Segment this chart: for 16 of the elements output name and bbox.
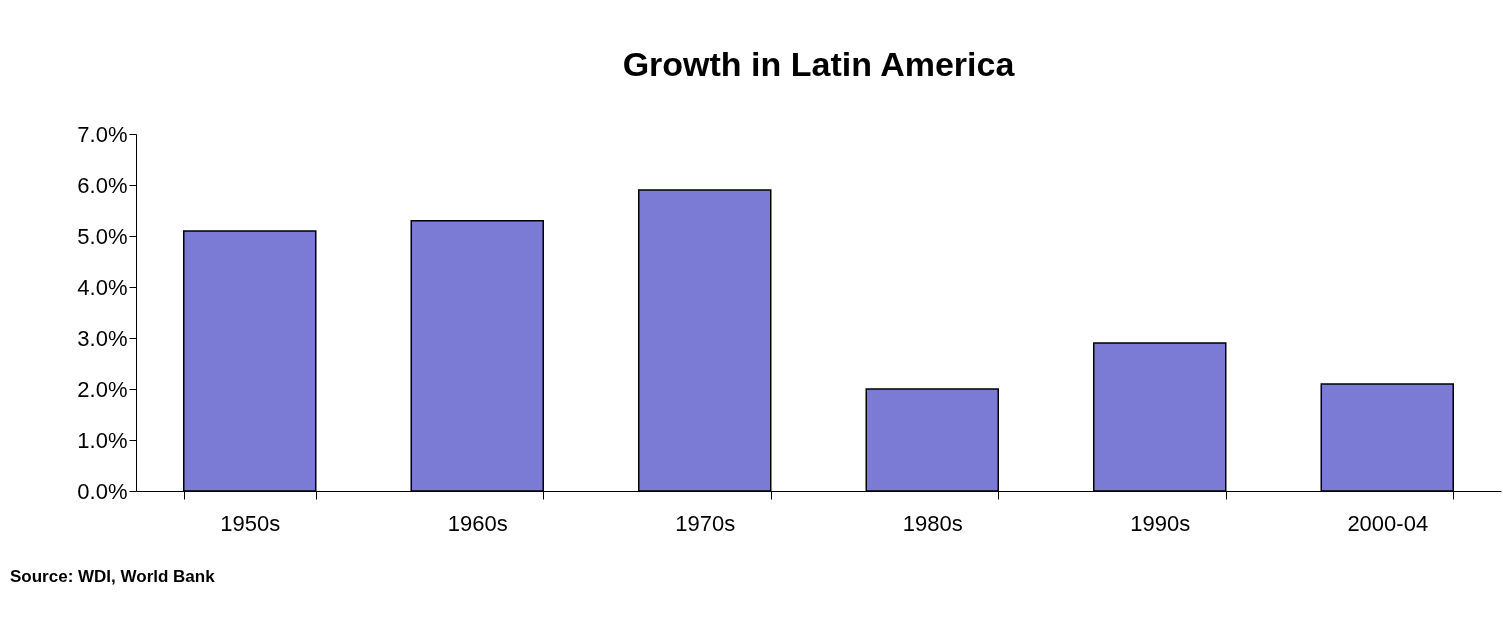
x-tick-label: 1990s [1130,510,1191,536]
x-tick-label: 2000-04 [1347,510,1429,536]
x-tick-label: 1970s [675,510,736,536]
source-note: Source: WDI, World Bank [10,567,216,586]
x-tick-label: 1980s [902,510,963,536]
y-tick-label: 5.0% [77,223,128,249]
y-tick-label: 0.0% [77,478,128,504]
y-tick-label: 6.0% [77,172,128,198]
y-tick-label: 3.0% [77,325,128,351]
y-tick-label: 7.0% [77,121,128,147]
chart-title: Growth in Latin America [622,45,1016,83]
y-tick-label: 1.0% [77,427,128,453]
x-tick-label: 1960s [447,510,508,536]
y-tick-label: 4.0% [77,274,128,300]
y-tick-label: 2.0% [77,376,128,402]
x-tick-label: 1950s [220,510,281,536]
